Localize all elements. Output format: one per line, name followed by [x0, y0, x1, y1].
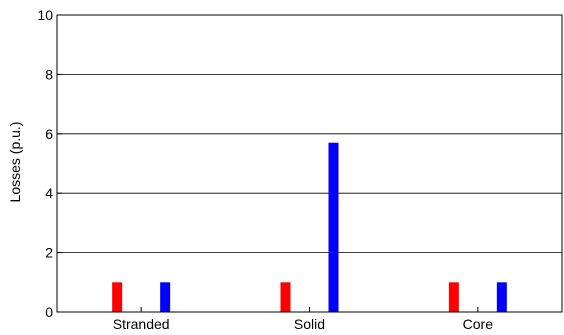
bars	[112, 142, 507, 312]
x-tick-label-core: Core	[463, 316, 494, 332]
x-axis-ticks: Stranded Solid Core	[113, 307, 493, 332]
y-tick-label: 8	[45, 66, 53, 82]
y-axis-ticks: 0 2 4 6 8 10	[37, 7, 62, 320]
y-tick-label: 4	[45, 185, 53, 201]
y-tick-label: 0	[45, 304, 53, 320]
bar-stranded-series-2	[160, 282, 171, 312]
y-tick-label: 10	[37, 7, 53, 23]
plot-frame	[56, 14, 563, 313]
x-tick-label-stranded: Stranded	[113, 316, 170, 332]
y-tick-label: 6	[45, 126, 53, 142]
bar-solid-series-1	[280, 282, 291, 312]
bar-core-series-2	[496, 282, 507, 312]
bar-stranded-series-1	[112, 282, 123, 312]
bar-core-series-1	[448, 282, 459, 312]
x-tick-label-solid: Solid	[294, 316, 325, 332]
bar-solid-series-2	[328, 142, 339, 312]
gridlines	[57, 74, 562, 254]
y-tick-label: 2	[45, 245, 53, 261]
y-axis-label: Losses (p.u.)	[7, 122, 23, 203]
